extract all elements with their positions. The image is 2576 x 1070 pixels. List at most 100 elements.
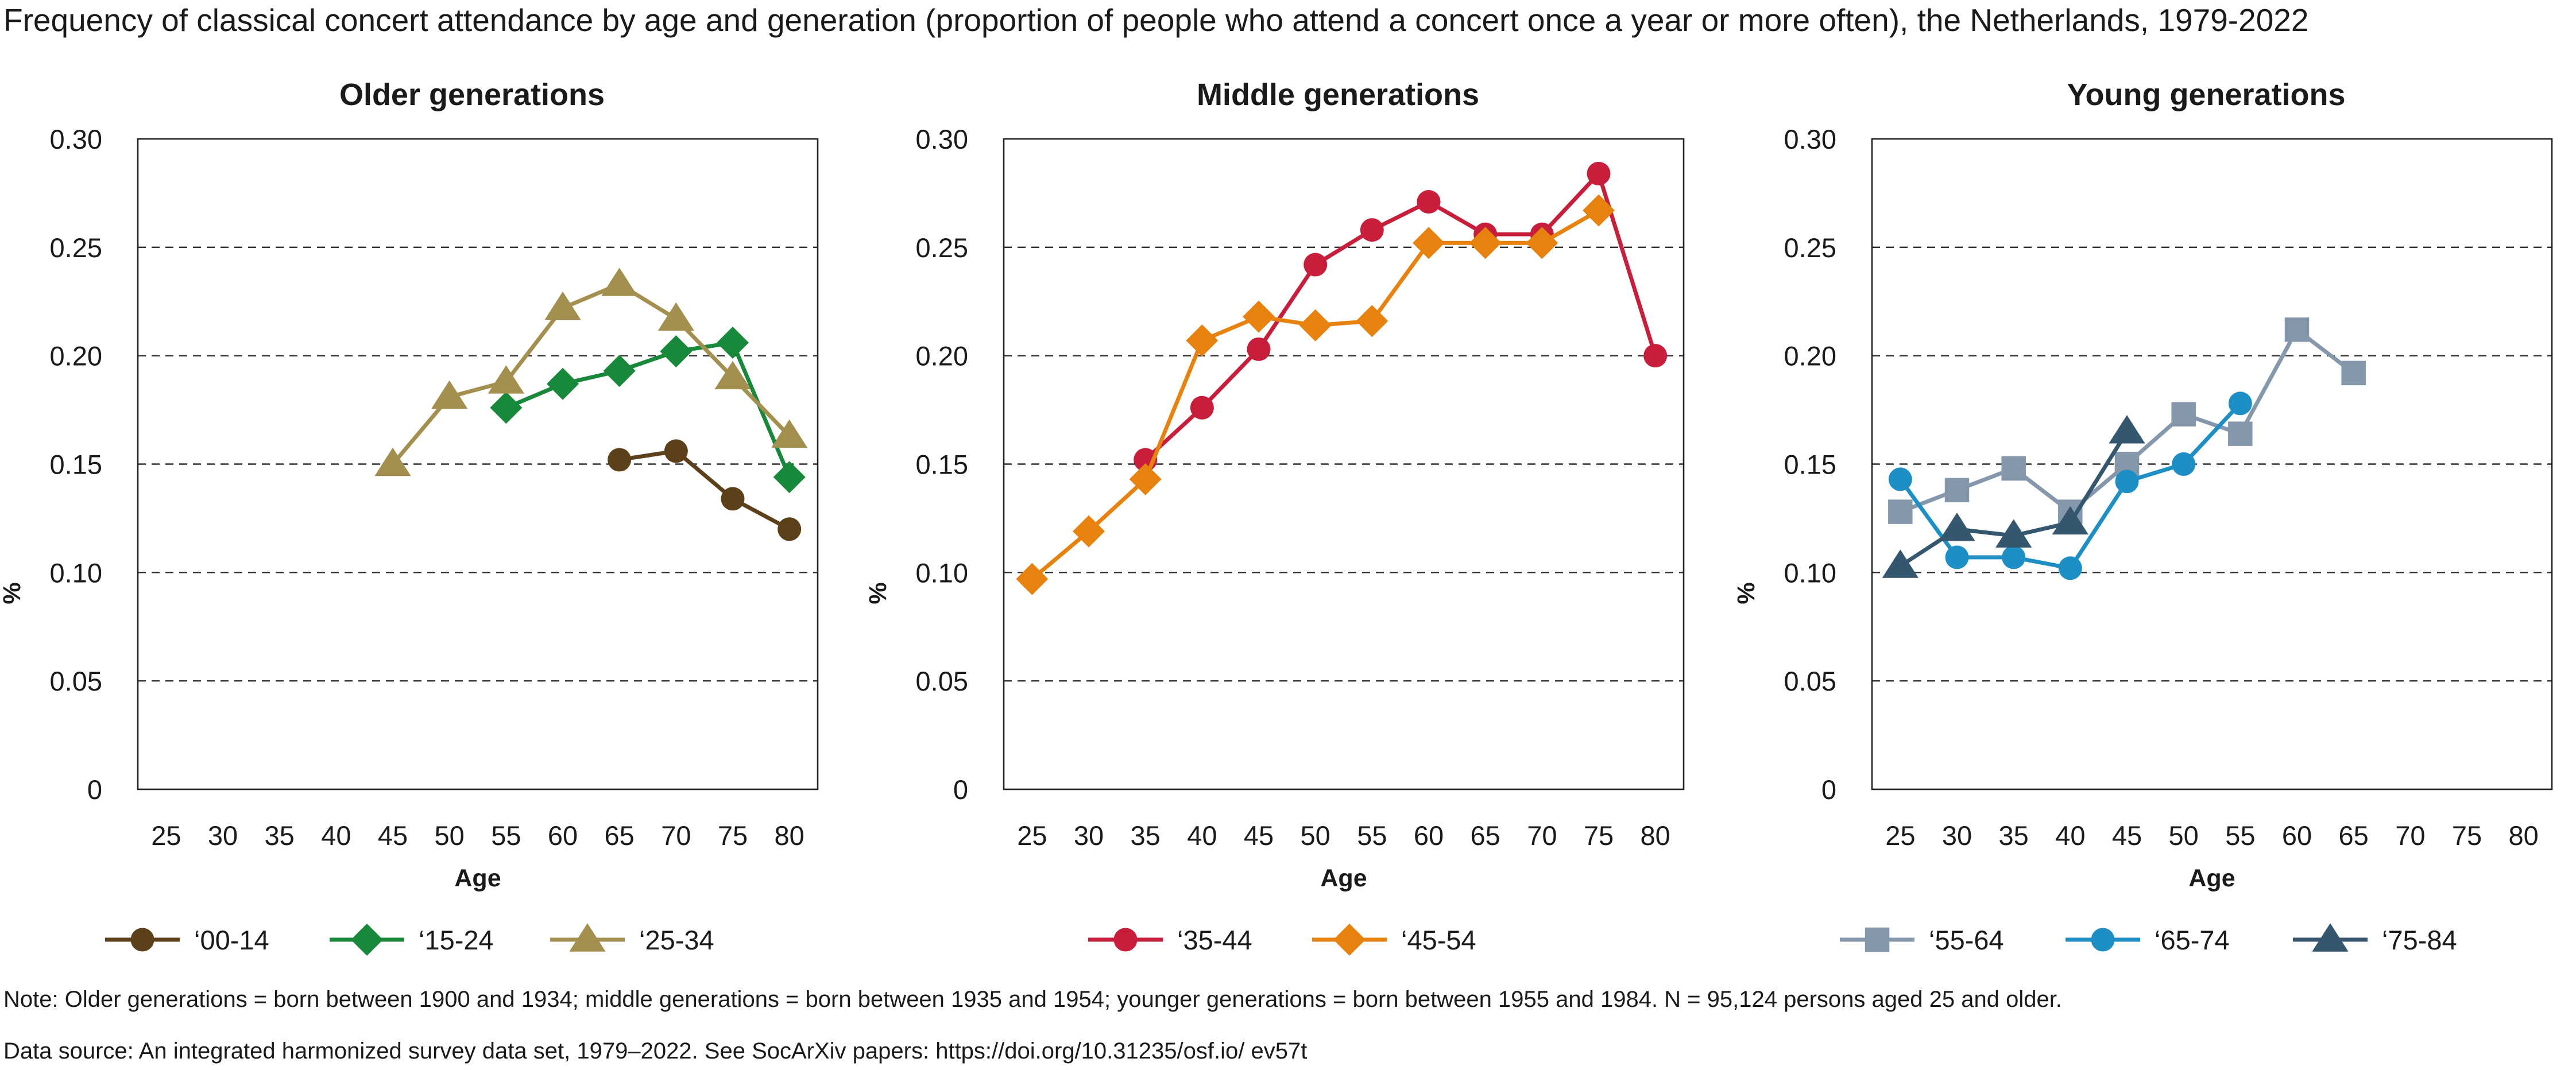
data-point <box>2058 556 2082 580</box>
data-point <box>1360 218 1384 242</box>
data-point <box>1587 161 1611 185</box>
data-point <box>1356 305 1388 338</box>
plot-frame <box>1871 138 2553 790</box>
x-tick-label: 50 <box>1301 820 1330 851</box>
x-axis-label: Age <box>2188 864 2235 892</box>
legend-marker <box>1113 928 1138 952</box>
legend-entry: ‘00-14 <box>105 925 269 955</box>
data-point <box>1243 300 1275 333</box>
legend-marker <box>130 928 154 952</box>
data-point <box>1888 467 1912 491</box>
legend-entry: ‘15-24 <box>330 924 494 956</box>
legend-label: ‘25-34 <box>639 925 714 955</box>
y-tick-label: 0 <box>1821 774 1836 805</box>
x-tick-label: 40 <box>1187 820 1217 851</box>
x-tick-label: 55 <box>491 820 521 851</box>
series-3-3 <box>1882 415 2145 578</box>
x-tick-label: 25 <box>1017 820 1047 851</box>
legend-entry: ‘55-64 <box>1840 925 2004 955</box>
chart-title: Older generations <box>339 77 605 112</box>
legend-label: ‘00-14 <box>194 925 269 955</box>
x-tick-label: 45 <box>378 820 408 851</box>
legend-label: ‘65-74 <box>2155 925 2230 955</box>
data-point <box>1417 190 1441 214</box>
data-point <box>660 335 693 368</box>
data-point <box>601 268 638 296</box>
chart-title: Middle generations <box>1197 77 1479 112</box>
series-1-3 <box>374 268 808 476</box>
x-tick-label: 35 <box>1999 820 2029 851</box>
x-tick-label: 70 <box>1527 820 1557 851</box>
data-point <box>1016 563 1049 595</box>
legend-marker <box>351 924 383 956</box>
x-tick-label: 70 <box>661 820 691 851</box>
legend-label: ‘55-64 <box>1929 925 2004 955</box>
data-point <box>2002 545 2026 569</box>
y-axis-label: % <box>864 582 892 604</box>
legend-entry: ‘35-44 <box>1088 925 1252 955</box>
y-tick-label: 0 <box>87 774 102 805</box>
data-point <box>1129 463 1162 495</box>
y-tick-label: 0 <box>953 774 968 805</box>
legend-entry: ‘75-84 <box>2293 923 2457 955</box>
data-point <box>2115 470 2139 494</box>
data-point <box>1247 337 1271 361</box>
y-tick-label: 0.30 <box>1784 124 1836 154</box>
y-axis-label: % <box>0 582 26 604</box>
data-point <box>717 327 749 359</box>
data-point <box>2172 452 2196 476</box>
data-point <box>664 439 688 463</box>
x-tick-label: 50 <box>2169 820 2199 851</box>
x-tick-label: 40 <box>321 820 351 851</box>
data-point <box>603 355 636 387</box>
y-tick-label: 0.30 <box>50 124 102 154</box>
data-point <box>778 517 802 541</box>
data-point <box>374 447 411 476</box>
x-tick-label: 40 <box>2055 820 2085 851</box>
data-point <box>721 487 745 511</box>
x-tick-label: 55 <box>2225 820 2255 851</box>
data-point <box>488 365 524 394</box>
legend-label: ‘45-54 <box>1401 925 1476 955</box>
data-point <box>2001 456 2026 481</box>
data-point <box>657 302 694 331</box>
data-point <box>1583 194 1615 227</box>
y-tick-label: 0.10 <box>916 557 968 588</box>
y-tick-label: 0.05 <box>50 666 102 696</box>
data-point <box>1939 513 1975 541</box>
legend-marker <box>1865 927 1890 952</box>
plot-frame <box>137 138 819 790</box>
data-point <box>1469 227 1502 259</box>
x-tick-label: 65 <box>2339 820 2369 851</box>
series-line <box>391 282 791 466</box>
x-tick-label: 75 <box>2452 820 2482 851</box>
y-tick-label: 0.10 <box>50 557 102 588</box>
y-tick-label: 0.25 <box>50 232 102 263</box>
chart-title: Young generations <box>2067 77 2345 112</box>
y-axis-label: % <box>1732 582 1760 604</box>
x-tick-label: 30 <box>1074 820 1104 851</box>
legend-label: ‘75-84 <box>2382 925 2457 955</box>
series-3-2 <box>1888 391 2252 580</box>
x-tick-label: 70 <box>2395 820 2425 851</box>
y-tick-label: 0.20 <box>916 341 968 371</box>
data-point <box>431 380 468 409</box>
chart-panel-3: Young generations 0 0.05 0.10 0.15 0.20 0.25 0.… <box>1732 77 2553 955</box>
x-tick-label: 80 <box>775 820 804 851</box>
data-point <box>773 461 806 494</box>
x-tick-label: 75 <box>718 820 748 851</box>
series-2-2 <box>1016 194 1615 595</box>
data-point <box>1995 519 2032 548</box>
data-point <box>608 448 632 472</box>
chart-panel-1: Older generations 0 0.05 0.10 0.15 0.20 0.25 0.… <box>0 77 819 956</box>
y-tick-label: 0.15 <box>916 449 968 480</box>
x-tick-label: 35 <box>1131 820 1161 851</box>
x-tick-label: 60 <box>2282 820 2312 851</box>
x-tick-label: 65 <box>1471 820 1500 851</box>
data-source: Data source: An integrated harmonized su… <box>3 1038 1308 1064</box>
data-point <box>1944 478 1970 503</box>
series-2-1 <box>1134 161 1668 472</box>
x-tick-label: 55 <box>1357 820 1387 851</box>
data-point <box>2052 506 2088 535</box>
